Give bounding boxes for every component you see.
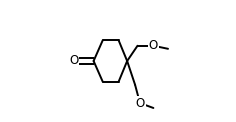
Text: O: O bbox=[69, 55, 78, 67]
Text: O: O bbox=[135, 97, 145, 110]
Text: O: O bbox=[149, 39, 158, 52]
